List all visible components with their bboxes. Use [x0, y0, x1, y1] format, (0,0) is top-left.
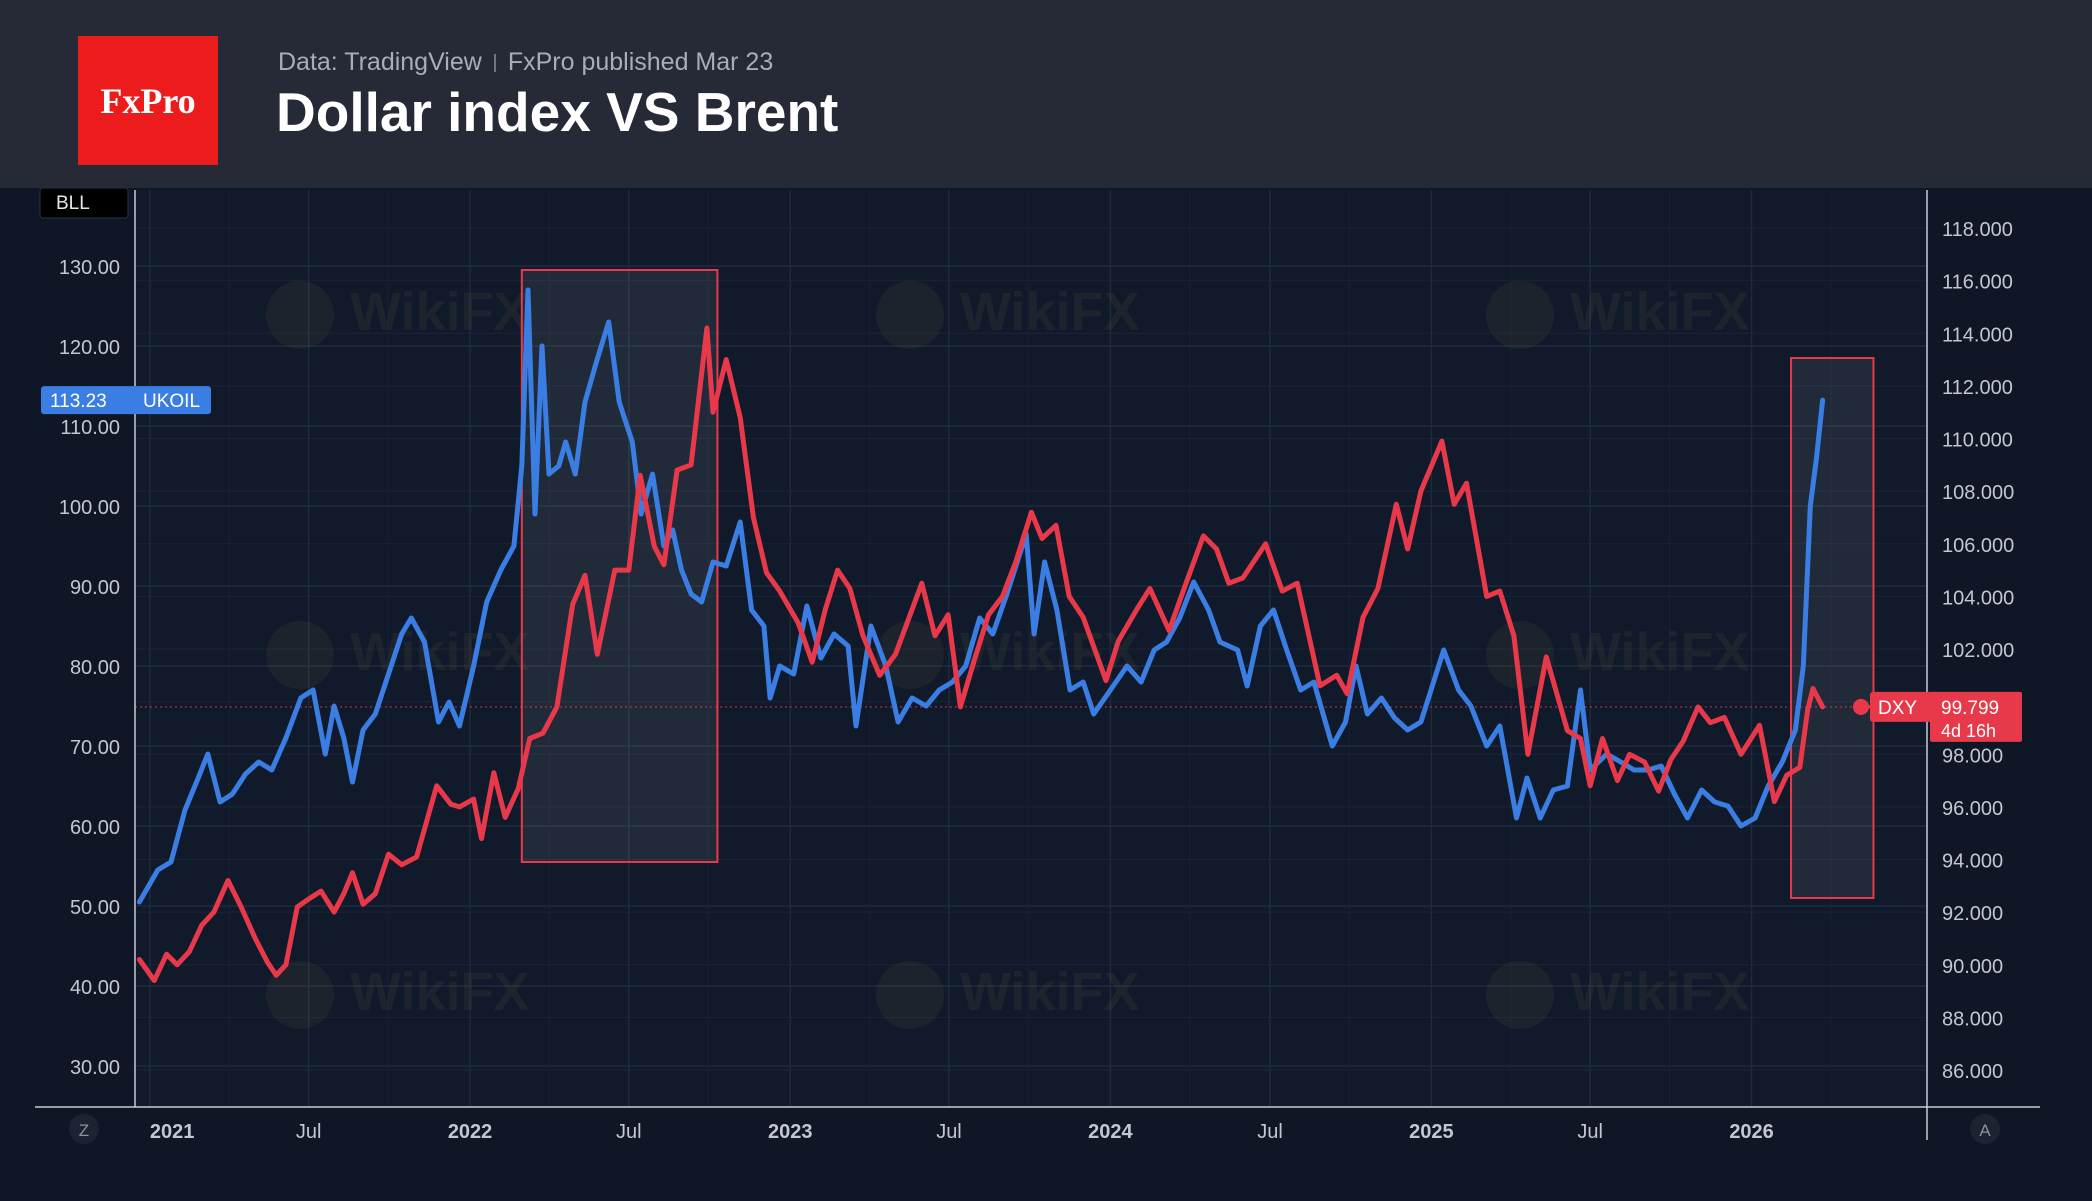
- left-tick-label: 70.00: [70, 737, 120, 759]
- unit-label-text: BLL: [56, 193, 90, 214]
- left-tick-label: 100.00: [59, 497, 120, 519]
- watermark-logo-icon: [266, 621, 334, 689]
- x-tick-label: Jul: [296, 1121, 322, 1143]
- right-tick-label: 106.000: [1942, 535, 2014, 557]
- right-tick-label: 114.000: [1942, 324, 2013, 346]
- right-tick-label: 94.000: [1942, 851, 2003, 873]
- left-tick-label: 40.00: [70, 977, 120, 999]
- logo-text: FxPro: [100, 80, 196, 121]
- watermark-logo-icon: [1486, 961, 1554, 1029]
- left-tick-label: 50.00: [70, 897, 120, 919]
- separator-divider: [493, 54, 496, 73]
- right-tick-label: 104.000: [1942, 587, 2014, 609]
- dxy-value-tag: [1930, 691, 2022, 742]
- x-tick-label: 2023: [768, 1121, 813, 1143]
- right-tick-label: 112.000: [1942, 377, 2013, 399]
- right-tick-label: 90.000: [1942, 956, 2003, 978]
- watermark-logo-icon: [876, 281, 944, 349]
- watermark-text: WikiFX: [350, 282, 530, 342]
- right-tick-label: 108.000: [1942, 482, 2014, 504]
- left-tick-label: 30.00: [70, 1057, 120, 1079]
- ukoil-value-text: 113.23: [50, 391, 107, 412]
- right-tick-label: 88.000: [1942, 1008, 2003, 1030]
- watermark-logo-icon: [876, 961, 944, 1029]
- x-tick-label: 2022: [448, 1121, 493, 1143]
- watermark-logo-icon: [266, 961, 334, 1029]
- highlight-box: [520, 269, 719, 863]
- x-tick-label: Jul: [936, 1121, 962, 1143]
- fxpro-logo: FxPro: [78, 36, 218, 165]
- watermark-text: WikiFX: [1570, 282, 1750, 342]
- chart-title: Dollar index VS Brent: [276, 81, 839, 143]
- right-tick-label: 116.000: [1942, 272, 2013, 294]
- left-tick-label: 110.00: [60, 417, 120, 439]
- watermark-logo-icon: [266, 281, 334, 349]
- watermark-text: WikiFX: [350, 622, 530, 682]
- watermark-logo-icon: [1486, 621, 1554, 689]
- watermark-text: WikiFX: [1570, 962, 1750, 1022]
- x-tick-label: Jul: [1577, 1121, 1603, 1143]
- right-tick-label: 102.000: [1942, 640, 2014, 662]
- right-tick-label: 92.000: [1942, 903, 2003, 925]
- unit-label-box: [39, 187, 129, 219]
- ukoil-value-tag: [41, 386, 211, 415]
- x-tick-label: 2024: [1088, 1121, 1133, 1143]
- ukoil-name-text: UKOIL: [143, 391, 200, 412]
- left-tick-label: 130.00: [59, 257, 120, 279]
- header-bar: FxPro Data: TradingView FxPro published M…: [0, 0, 2092, 188]
- x-tick-label: 2026: [1729, 1121, 1774, 1143]
- right-tick-label: 98.000: [1942, 745, 2003, 767]
- left-tick-label: 60.00: [70, 817, 120, 839]
- watermark-logo-icon: [1486, 281, 1554, 349]
- right-tick-label: 86.000: [1942, 1061, 2003, 1083]
- x-tick-label: 2021: [150, 1121, 195, 1143]
- chart-svg[interactable]: WikiFX WikiFX WikiFX WikiFX WikiFX WikiFX Wiki…: [0, 187, 2092, 1196]
- watermark-text: WikiFX: [350, 962, 530, 1022]
- chart-area[interactable]: WikiFX WikiFX WikiFX WikiFX WikiFX WikiFX Wiki…: [0, 187, 2092, 1196]
- left-tick-label: 120.00: [59, 337, 120, 359]
- source-line: Data: TradingView FxPro published Mar 23: [278, 48, 773, 77]
- left-tick-label: 90.00: [70, 577, 120, 599]
- series-line-dxy: [136, 325, 1826, 983]
- x-tick-label: Jul: [616, 1121, 642, 1143]
- z-button-label: Z: [79, 1121, 89, 1140]
- x-tick-label: 2025: [1409, 1121, 1454, 1143]
- z-button[interactable]: [69, 1114, 99, 1144]
- right-tick-label: 96.000: [1942, 798, 2003, 820]
- watermark-text: WikiFX: [960, 962, 1140, 1022]
- right-tick-label: 110.000: [1942, 430, 2013, 452]
- dxy-countdown-text: 4d 16h: [1941, 721, 1996, 741]
- watermark-logo-icon: [876, 621, 944, 689]
- right-tick-label: 118.000: [1942, 219, 2013, 241]
- dxy-name-tag: [1870, 691, 1940, 722]
- dxy-value-text: 99.799: [1941, 698, 1999, 719]
- series-line-ukoil: [136, 287, 1826, 905]
- dxy-name-text: DXY: [1878, 698, 1917, 719]
- published-text: FxPro published Mar 23: [507, 48, 774, 76]
- watermark-text: WikiFX: [1570, 622, 1750, 682]
- auto-scale-button[interactable]: [1970, 1114, 2000, 1144]
- data-source-text: Data: TradingView: [278, 48, 482, 76]
- x-tick-label: Jul: [1257, 1121, 1283, 1143]
- watermark-text: WikiFX: [960, 282, 1140, 342]
- left-tick-label: 80.00: [70, 657, 120, 679]
- auto-scale-button-label: A: [1979, 1121, 1991, 1140]
